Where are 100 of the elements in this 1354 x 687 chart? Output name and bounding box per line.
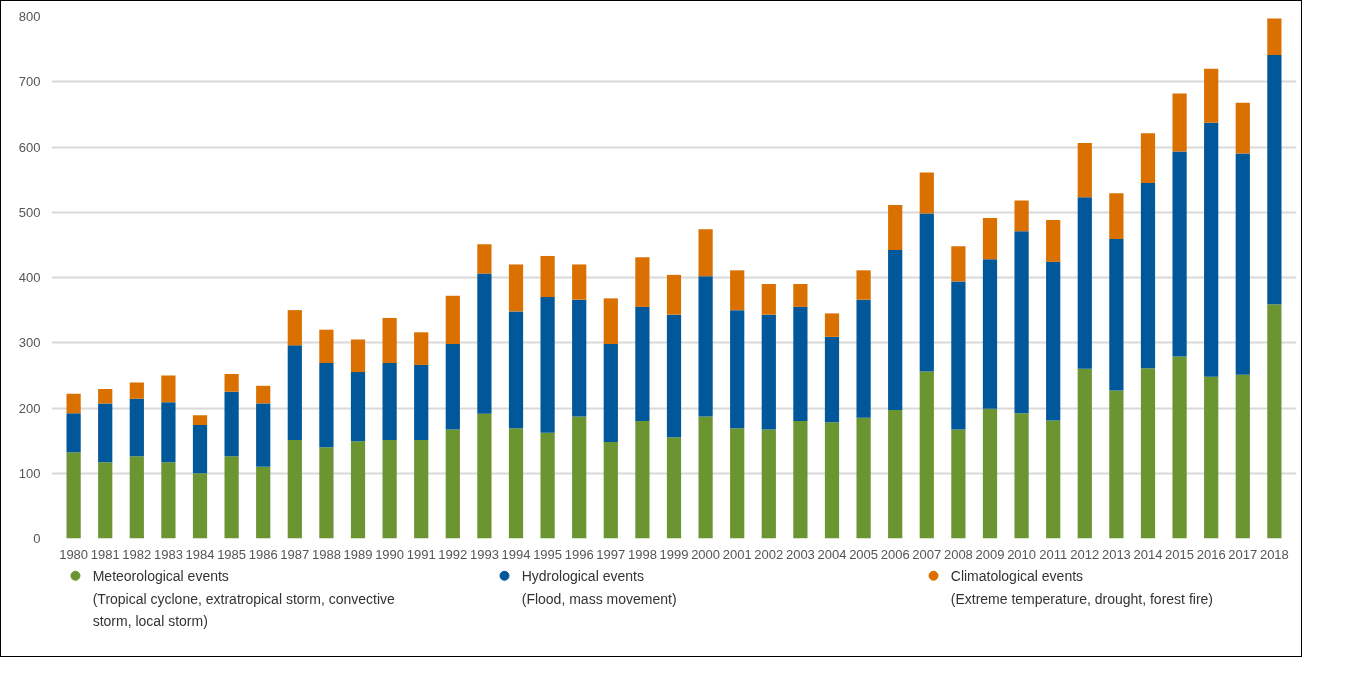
x-tick-label: 1999 (659, 546, 689, 562)
x-tick-label: 1994 (501, 546, 531, 562)
x-tick-label: 2014 (1133, 546, 1163, 562)
bar (129, 382, 144, 399)
bar (540, 255, 555, 298)
bar (761, 314, 776, 430)
bar (1046, 261, 1061, 421)
y-tick-label: 100 (18, 465, 41, 481)
bar (1109, 239, 1124, 391)
bar (951, 429, 966, 539)
bar (1014, 231, 1029, 414)
bar (1077, 197, 1092, 369)
bar (666, 314, 682, 438)
bar (477, 244, 492, 274)
bar (508, 428, 524, 539)
x-tick-label: 2002 (754, 546, 784, 562)
bar (1140, 368, 1156, 539)
bar (319, 362, 334, 448)
bar (761, 284, 776, 315)
y-tick-label: 500 (18, 204, 41, 220)
x-tick-label: 1989 (343, 546, 373, 562)
y-tick-label: 300 (18, 335, 41, 351)
bar (982, 408, 998, 539)
x-tick-label: 2016 (1196, 546, 1226, 562)
bar (382, 317, 397, 363)
bar (508, 264, 524, 312)
x-tick-label: 1998 (627, 546, 657, 562)
bar (1077, 368, 1092, 539)
bar (856, 417, 871, 539)
bar (666, 437, 682, 539)
bar (982, 218, 998, 260)
bar (824, 422, 840, 539)
bar (350, 372, 366, 442)
bar (1109, 390, 1124, 539)
bar (1235, 374, 1250, 539)
bar (1140, 182, 1156, 369)
bar (1046, 420, 1061, 539)
x-tick-label: 2012 (1070, 546, 1100, 562)
bar (1172, 356, 1187, 539)
bar (540, 297, 555, 433)
bar (66, 413, 81, 453)
bar (888, 409, 903, 539)
bar (1204, 68, 1219, 123)
bar (1077, 143, 1092, 198)
bar (730, 428, 745, 539)
bar (572, 264, 587, 300)
bar (414, 439, 429, 539)
x-tick-label: 1995 (533, 546, 563, 562)
bar (730, 310, 745, 429)
x-tick-label: 1997 (596, 546, 626, 562)
bar (603, 344, 618, 442)
bar (698, 276, 713, 417)
bar (192, 415, 208, 425)
bar (287, 310, 302, 346)
bar (951, 246, 966, 282)
x-tick-label: 1996 (564, 546, 594, 562)
bar (1267, 18, 1282, 55)
bar (224, 456, 239, 539)
bar (888, 205, 903, 251)
bar (477, 413, 492, 539)
bar (572, 299, 587, 417)
bar (1172, 93, 1187, 152)
bar (919, 172, 934, 214)
y-tick-label: 200 (18, 400, 41, 416)
legend-label: Hydrological events (Flood, mass movement) (521, 567, 677, 607)
bar (129, 398, 144, 457)
bar (350, 339, 366, 373)
bar (382, 439, 397, 539)
x-tick-label: 2015 (1165, 546, 1195, 562)
y-tick-label: 700 (18, 74, 41, 90)
x-tick-label: 2003 (785, 546, 815, 562)
bar (256, 403, 271, 467)
bar (793, 421, 808, 539)
bar (1235, 153, 1250, 375)
x-tick-label: 1987 (280, 546, 310, 562)
bar (287, 439, 302, 539)
bar (1046, 220, 1061, 262)
legend-label: Climatological events (Extreme temperature, drought, forest fire) (950, 567, 1213, 607)
bar (508, 311, 524, 429)
bar (951, 281, 966, 430)
bar (287, 345, 302, 440)
bar (1267, 55, 1282, 305)
bar (1235, 102, 1250, 154)
x-tick-label: 2007 (912, 546, 942, 562)
x-tick-label: 1980 (59, 546, 89, 562)
bar (635, 257, 650, 307)
bar (1204, 376, 1219, 539)
bar (129, 456, 144, 539)
bar (666, 274, 682, 315)
x-tick-label: 2017 (1228, 546, 1258, 562)
bar (445, 429, 460, 539)
bar (698, 416, 713, 539)
x-tick-label: 2011 (1039, 546, 1068, 562)
bar (919, 213, 934, 372)
x-tick-label: 2005 (849, 546, 879, 562)
legend-label: Meteorological events (Tropical cyclone, extratropical storm, convective storm, local storm) (92, 567, 396, 630)
x-tick-label: 1984 (185, 546, 215, 562)
y-tick-label: 800 (18, 9, 41, 24)
bar (382, 362, 397, 440)
bar (192, 424, 208, 474)
